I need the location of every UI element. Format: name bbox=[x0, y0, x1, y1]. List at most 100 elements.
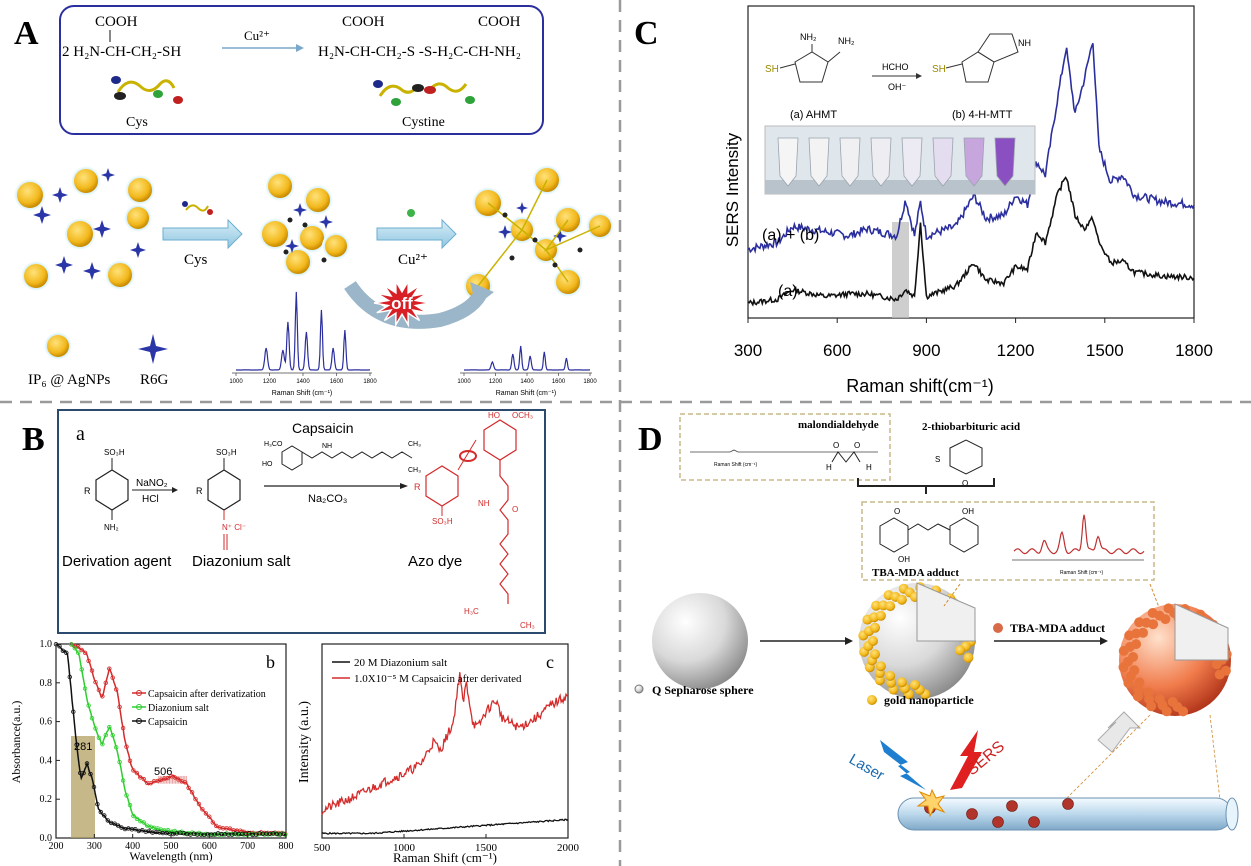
data-marker bbox=[134, 770, 140, 776]
ahmt-nh2-2: NH₂ bbox=[838, 36, 855, 46]
data-marker bbox=[100, 694, 105, 699]
peak-281-band bbox=[71, 736, 95, 838]
nanoparticle bbox=[108, 263, 132, 287]
data-marker bbox=[113, 745, 119, 750]
r6g-molecule bbox=[33, 206, 51, 224]
data-marker bbox=[253, 832, 259, 837]
shell-particle bbox=[1214, 669, 1225, 680]
spec-tick-label: 1600 bbox=[552, 379, 566, 385]
data-marker bbox=[75, 644, 81, 649]
cystine-cooh-2: COOH bbox=[478, 14, 521, 30]
adduct-o: O bbox=[894, 507, 900, 516]
mtt-label: (b) 4-H-MTT bbox=[952, 109, 1013, 121]
data-marker bbox=[127, 758, 133, 763]
shell-particle bbox=[868, 636, 878, 646]
tba-structure: S O bbox=[935, 439, 983, 488]
shell-particle bbox=[896, 594, 907, 605]
shell-particle bbox=[885, 601, 896, 612]
data-marker bbox=[196, 801, 202, 807]
reagent-oh: OH⁻ bbox=[888, 82, 907, 92]
spec-tick-label: 1200 bbox=[263, 379, 277, 385]
data-marker bbox=[84, 761, 90, 766]
ahmt-nh2: NH₂ bbox=[800, 32, 817, 42]
nanoparticle bbox=[24, 264, 48, 288]
series-capsaicin-derivated bbox=[321, 672, 569, 815]
mda-o1: O bbox=[833, 441, 839, 450]
test-tube bbox=[870, 137, 892, 187]
x-tick-label: 1500 bbox=[475, 842, 498, 854]
data-marker bbox=[138, 775, 143, 780]
data-marker bbox=[79, 667, 84, 672]
adduct-spectrum bbox=[1013, 514, 1145, 555]
final-cutaway bbox=[1174, 603, 1229, 661]
legend-c-1: 20 M Diazonium salt bbox=[354, 657, 447, 669]
r6g-molecule bbox=[285, 239, 299, 253]
shell-particle bbox=[1128, 652, 1139, 662]
panel-b: B a Capsaicin SO₃H NH₂ R NaNO₂ HCl Deriv… bbox=[9, 409, 580, 865]
curve-ab-label: (a) + (b) bbox=[762, 227, 819, 244]
sers-bolt-icon bbox=[950, 730, 982, 790]
data-marker bbox=[103, 680, 108, 685]
data-marker bbox=[107, 666, 112, 671]
spec-tick-label: 1400 bbox=[296, 379, 310, 385]
cystine-name: Cystine bbox=[402, 115, 445, 130]
r6g-molecule bbox=[498, 225, 512, 239]
y-tick-label: 1.0 bbox=[40, 639, 53, 650]
tba-mda-adduct-structure: O OH OH bbox=[879, 507, 979, 564]
azo-ho: HO bbox=[488, 411, 500, 420]
r6g-molecule bbox=[101, 168, 115, 182]
adduct-legend-icon bbox=[993, 623, 1003, 633]
data-marker bbox=[193, 797, 198, 802]
x-tick-label: 600 bbox=[202, 841, 217, 852]
shell-particle bbox=[910, 680, 920, 690]
nanoparticle bbox=[286, 250, 310, 274]
cys-molecule-icon bbox=[111, 76, 183, 104]
cystine-cooh-1: COOH bbox=[342, 14, 385, 30]
azo-h3c: H₃C bbox=[464, 607, 479, 616]
shell-particle bbox=[1154, 694, 1165, 705]
data-marker bbox=[110, 733, 115, 738]
absorbance-ylabel: Absorbance(a.u.) bbox=[9, 701, 23, 784]
mda-h2: H bbox=[866, 463, 872, 472]
data-marker bbox=[72, 646, 77, 651]
mda-h1: H bbox=[826, 463, 832, 472]
x-tick-label: 600 bbox=[823, 341, 851, 360]
cys-dot bbox=[502, 212, 508, 218]
shell-particle bbox=[1167, 696, 1178, 707]
data-marker bbox=[82, 686, 88, 691]
aggregated-nanoparticles bbox=[463, 165, 614, 301]
shell-particle bbox=[1132, 691, 1143, 702]
spec-tick-label: 1800 bbox=[363, 379, 377, 385]
data-marker bbox=[131, 768, 136, 773]
cys-cooh: COOH bbox=[95, 14, 138, 30]
ahmt-label: (a) AHMT bbox=[790, 109, 837, 121]
derivation-agent-label: Derivation agent bbox=[62, 553, 172, 570]
off-label: off bbox=[391, 294, 413, 313]
cys-dot bbox=[287, 217, 293, 223]
x-tick-label: 1000 bbox=[393, 842, 416, 854]
x-tick-label: 500 bbox=[164, 841, 179, 852]
gold-legend-icon bbox=[867, 695, 877, 705]
combine-brace bbox=[857, 478, 995, 494]
data-marker bbox=[69, 642, 74, 647]
data-marker bbox=[172, 775, 177, 780]
tube-particle bbox=[966, 808, 978, 820]
diaz-r: R bbox=[196, 486, 203, 496]
absorbance-xlabel: Wavelength (nm) bbox=[129, 849, 212, 863]
data-marker bbox=[79, 647, 84, 653]
x-tick-label: 2000 bbox=[557, 842, 580, 854]
data-marker bbox=[120, 778, 126, 783]
x-tick-label: 400 bbox=[125, 841, 140, 852]
small-cys-icon bbox=[182, 201, 213, 215]
cutaway-section bbox=[916, 582, 976, 642]
r6g-molecule bbox=[319, 215, 333, 229]
data-marker bbox=[120, 725, 126, 731]
cu-step-label: Cu²⁺ bbox=[398, 252, 428, 268]
tube-particle bbox=[1006, 800, 1018, 812]
panel-d-letter: D bbox=[638, 421, 663, 458]
nanoparticle bbox=[268, 174, 292, 198]
azo-r: R bbox=[414, 482, 421, 492]
subpanel-b-label: b bbox=[266, 652, 275, 672]
r6g-molecule bbox=[293, 203, 307, 217]
caps-h3co: H₃CO bbox=[264, 441, 283, 448]
